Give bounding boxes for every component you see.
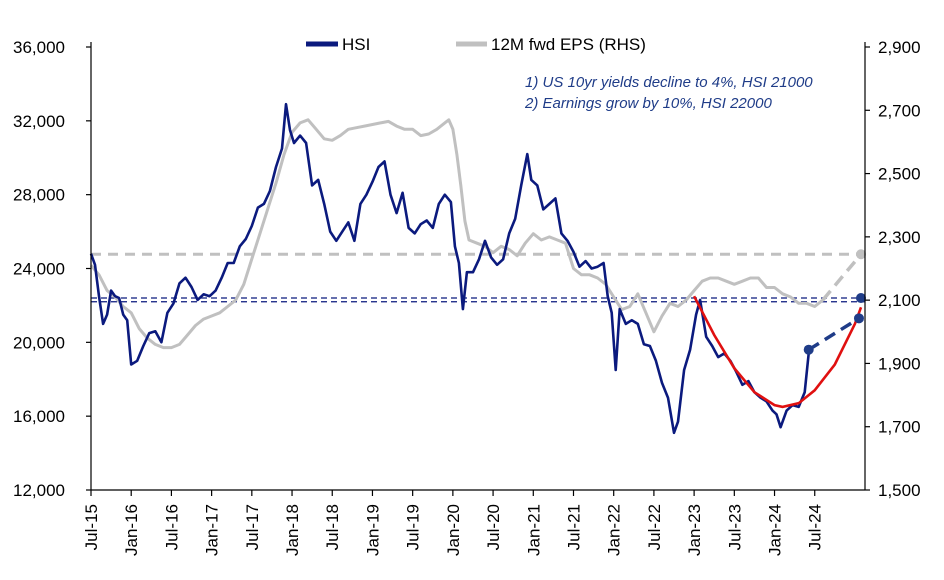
annotation-2: 2) Earnings grow by 10%, HSI 22000 bbox=[524, 95, 772, 112]
y-left-tick-label: 24,000 bbox=[13, 260, 65, 279]
y-left-tick-label: 28,000 bbox=[13, 186, 65, 205]
y-right-tick-label: 1,500 bbox=[878, 481, 921, 500]
x-tick-label: Jul-21 bbox=[564, 504, 583, 550]
reference-lines bbox=[91, 252, 865, 303]
y-left-tick-label: 32,000 bbox=[13, 112, 65, 131]
eps-target-marker bbox=[855, 249, 866, 260]
y-right-tick-label: 2,100 bbox=[878, 291, 921, 310]
x-tick-label: Jan-23 bbox=[685, 504, 704, 556]
x-tick-label: Jul-16 bbox=[162, 504, 181, 550]
x-tick-label: Jan-21 bbox=[524, 504, 543, 556]
y-left-tick-label: 20,000 bbox=[13, 333, 65, 352]
axes-layer: 12,000 16,000 20,000 24,000 28,000 32,000 36,0… bbox=[13, 38, 921, 556]
y-right-tick-label: 2,900 bbox=[878, 38, 921, 57]
y-right-tick-label: 2,500 bbox=[878, 165, 921, 184]
overlay-layer bbox=[692, 249, 866, 409]
y-left-tick-label: 36,000 bbox=[13, 38, 65, 57]
hsi-projection-1 bbox=[807, 316, 860, 352]
hsi-target-marker-1 bbox=[853, 313, 864, 324]
x-tick-label: Jul-20 bbox=[484, 504, 503, 550]
x-tick-label: Jul-19 bbox=[404, 504, 423, 550]
hsi-start-marker bbox=[803, 344, 814, 355]
x-tick-label: Jul-24 bbox=[806, 504, 825, 550]
x-tick-label: Jan-20 bbox=[444, 504, 463, 556]
hsi-target-marker-2 bbox=[855, 293, 866, 304]
x-tick-label: Jan-19 bbox=[363, 504, 382, 556]
y-left-tick-label: 12,000 bbox=[13, 481, 65, 500]
eps-projection bbox=[821, 253, 863, 302]
x-tick-label: Jul-15 bbox=[82, 504, 101, 550]
x-tick-label: Jul-17 bbox=[243, 504, 262, 550]
x-tick-label: Jul-22 bbox=[645, 504, 664, 550]
red-trend-curve bbox=[692, 295, 863, 409]
x-tick-label: Jan-22 bbox=[605, 504, 624, 556]
y-right-tick-label: 2,300 bbox=[878, 228, 921, 247]
x-tick-label: Jan-24 bbox=[766, 504, 785, 556]
series-layer bbox=[89, 102, 824, 435]
annotation-1: 1) US 10yr yields decline to 4%, HSI 210… bbox=[525, 74, 813, 91]
x-tick-label: Jul-23 bbox=[725, 504, 744, 550]
hsi-series-line bbox=[89, 102, 810, 435]
x-tick-label: Jul-18 bbox=[323, 504, 342, 550]
legend-eps-label: 12M fwd EPS (RHS) bbox=[491, 35, 646, 54]
x-tick-label: Jan-18 bbox=[283, 504, 302, 556]
x-tick-label: Jan-17 bbox=[203, 504, 222, 556]
y-right-tick-label: 1,700 bbox=[878, 418, 921, 437]
y-right-tick-label: 1,900 bbox=[878, 354, 921, 373]
x-tick-label: Jan-16 bbox=[122, 504, 141, 556]
y-left-tick-label: 16,000 bbox=[13, 407, 65, 426]
legend-hsi-label: HSI bbox=[342, 35, 370, 54]
annotations: 1) US 10yr yields decline to 4%, HSI 210… bbox=[524, 74, 813, 112]
eps-series-line bbox=[89, 118, 824, 350]
y-right-tick-label: 2,700 bbox=[878, 101, 921, 120]
legend: HSI 12M fwd EPS (RHS) bbox=[306, 35, 646, 54]
